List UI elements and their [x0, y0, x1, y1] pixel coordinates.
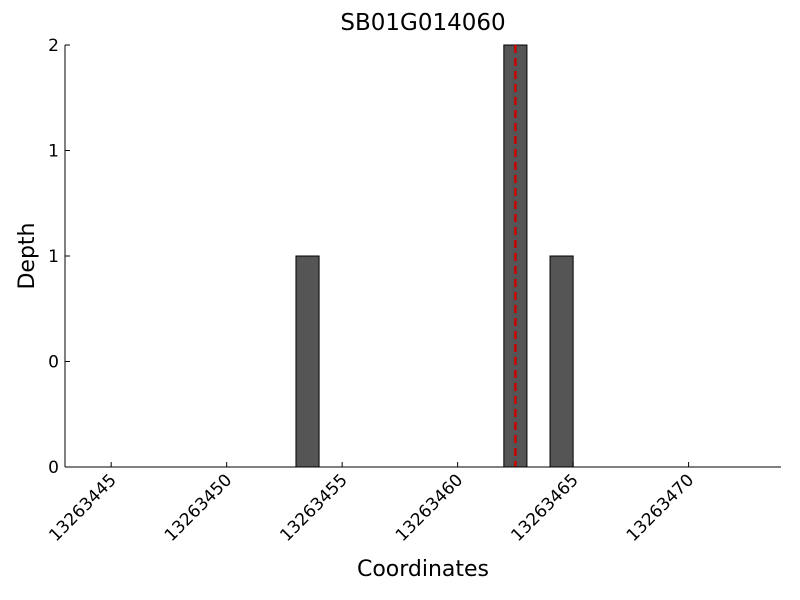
y-tick-label: 2 [48, 36, 59, 56]
y-tick-label: 0 [48, 458, 59, 478]
x-tick-label: 13263450 [161, 470, 236, 545]
y-tick-label: 1 [48, 247, 59, 267]
y-axis-label: Depth [15, 222, 40, 289]
x-tick-label: 13263460 [392, 470, 467, 545]
x-tick-label: 13263470 [623, 470, 698, 545]
bar [549, 255, 574, 468]
x-tick-label: 13263465 [507, 470, 582, 545]
chart-title: SB01G014060 [340, 10, 505, 36]
bar [295, 255, 320, 468]
y-tick-label: 0 [48, 353, 59, 373]
x-tick-label: 13263445 [45, 470, 120, 545]
x-axis-label: Coordinates [357, 557, 489, 582]
x-tick-label: 13263455 [276, 470, 351, 545]
y-tick-label: 1 [48, 142, 59, 162]
